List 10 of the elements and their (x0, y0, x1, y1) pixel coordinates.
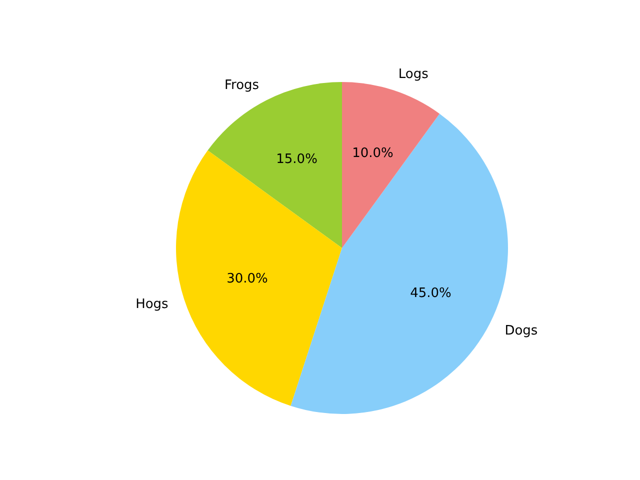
data-label: 10.0% (352, 146, 394, 161)
slice-label: Frogs (224, 78, 260, 93)
slice-label: Dogs (504, 323, 538, 338)
data-label: 15.0% (276, 152, 318, 167)
slice-label: Logs (398, 66, 429, 82)
pie-slice (176, 150, 342, 406)
slice-label: Hogs (136, 296, 169, 312)
pie-slice (342, 82, 440, 248)
data-label: 45.0% (410, 286, 452, 301)
data-label: 30.0% (226, 271, 268, 286)
